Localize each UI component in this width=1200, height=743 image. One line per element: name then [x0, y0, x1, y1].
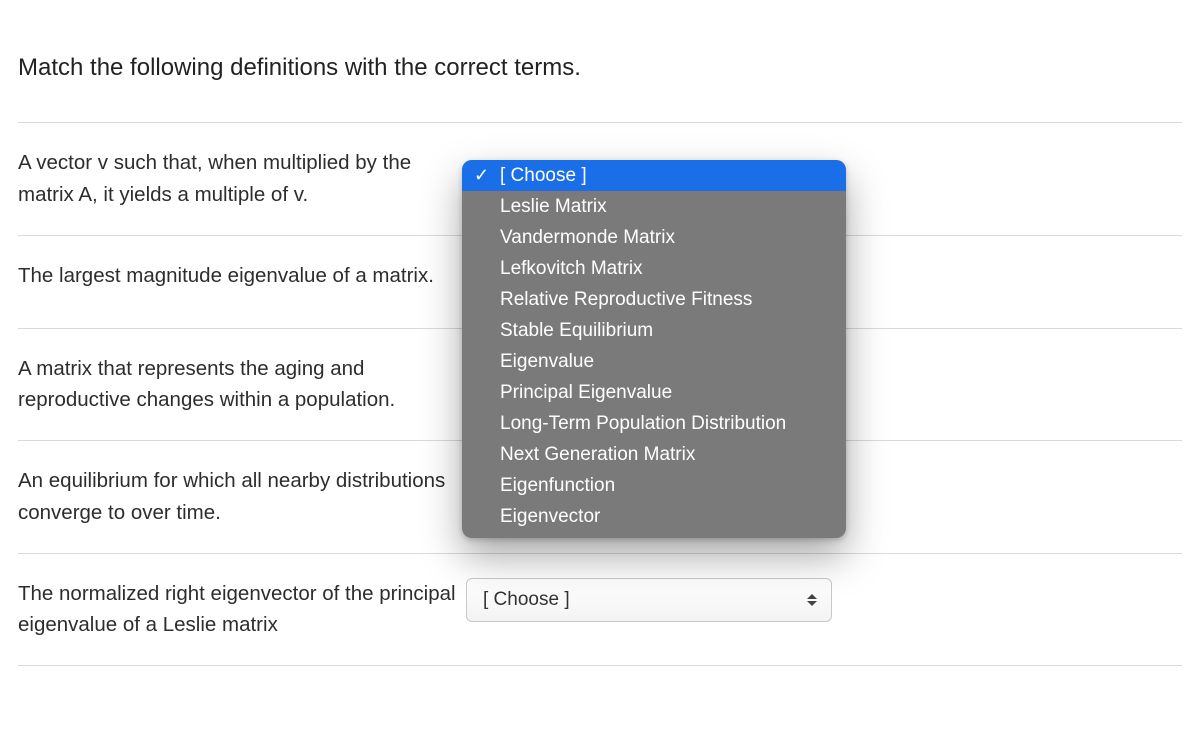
dropdown-option[interactable]: Principal Eigenvalue — [462, 377, 846, 408]
select-slot: [ Choose ] — [466, 578, 832, 622]
dropdown-option[interactable]: Vandermonde Matrix — [462, 222, 846, 253]
definition-text: The normalized right eigenvector of the … — [18, 578, 466, 642]
dropdown-option[interactable]: Eigenvalue — [462, 346, 846, 377]
definition-text: A vector v such that, when multiplied by… — [18, 147, 466, 211]
dropdown-option[interactable]: Lefkovitch Matrix — [462, 253, 846, 284]
definition-text: An equilibrium for which all nearby dist… — [18, 465, 466, 529]
term-dropdown-menu[interactable]: [ Choose ] Leslie Matrix Vandermonde Mat… — [462, 160, 846, 538]
question-page: Match the following definitions with the… — [0, 0, 1200, 666]
dropdown-option[interactable]: Stable Equilibrium — [462, 315, 846, 346]
dropdown-option[interactable]: Relative Reproductive Fitness — [462, 284, 846, 315]
match-row: The normalized right eigenvector of the … — [18, 554, 1182, 667]
dropdown-option[interactable]: Long-Term Population Distribution — [462, 408, 846, 439]
dropdown-option[interactable]: Next Generation Matrix — [462, 439, 846, 470]
definition-text: A matrix that represents the aging and r… — [18, 353, 466, 417]
term-select[interactable]: [ Choose ] — [466, 578, 832, 622]
question-title: Match the following definitions with the… — [18, 54, 1182, 82]
dropdown-option[interactable]: Eigenfunction — [462, 470, 846, 501]
dropdown-option[interactable]: Eigenvector — [462, 501, 846, 532]
dropdown-option[interactable]: [ Choose ] — [462, 160, 846, 191]
updown-caret-icon — [807, 594, 817, 606]
dropdown-option[interactable]: Leslie Matrix — [462, 191, 846, 222]
definition-text: The largest magnitude eigenvalue of a ma… — [18, 260, 466, 292]
select-value: [ Choose ] — [483, 589, 570, 611]
